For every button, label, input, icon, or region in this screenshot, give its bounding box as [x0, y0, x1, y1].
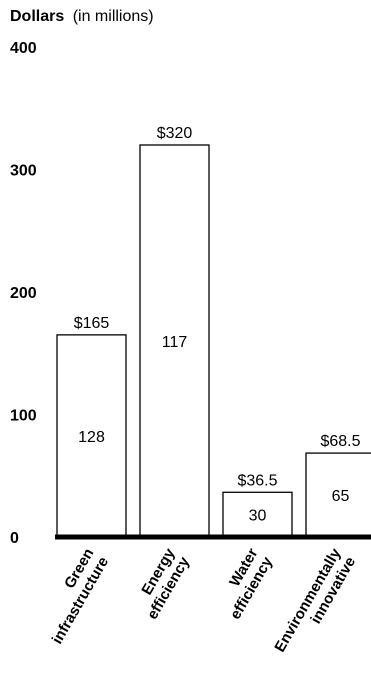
category-label: Energyefficiency — [129, 545, 193, 622]
bars: $165 128 $320 117 $36.5 30 $68.5 65 — [56, 125, 371, 538]
y-axis-label-unit: (in millions) — [73, 8, 154, 25]
bar — [139, 144, 210, 538]
bar-value-label: $36.5 — [237, 472, 277, 489]
category-labels: Greeninfrastructure Energyefficiency Water… — [34, 545, 359, 664]
y-tick-label: 100 — [10, 408, 37, 425]
bar-inner-label: 128 — [78, 429, 105, 446]
y-axis-ticks: 0 100 200 300 400 — [10, 40, 37, 547]
y-tick-label: 400 — [10, 40, 37, 57]
y-tick-label: 0 — [10, 530, 19, 547]
bar-inner-label: 117 — [162, 334, 188, 351]
bar — [56, 334, 127, 538]
category-label: Environmentallyinnovative — [271, 545, 359, 664]
bar-value-label: $320 — [157, 125, 193, 142]
category-label: Greeninfrastructure — [34, 546, 112, 647]
y-axis-label: Dollars (in millions) — [10, 8, 154, 25]
bar-group: $165 128 — [56, 315, 127, 538]
category-label: Waterefficiency — [212, 545, 276, 622]
bar-group: $36.5 30 — [222, 472, 293, 538]
bar-value-label: $165 — [74, 315, 110, 332]
bar-inner-label: 65 — [332, 488, 350, 505]
y-axis-label-bold: Dollars — [10, 8, 64, 25]
y-tick-label: 200 — [10, 285, 37, 302]
bar — [305, 452, 371, 538]
bar-inner-label: 30 — [249, 508, 267, 525]
bar-group: $320 117 — [139, 125, 210, 538]
y-tick-label: 300 — [10, 163, 37, 180]
bar-value-label: $68.5 — [320, 433, 360, 450]
bar-group: $68.5 65 — [305, 433, 371, 538]
